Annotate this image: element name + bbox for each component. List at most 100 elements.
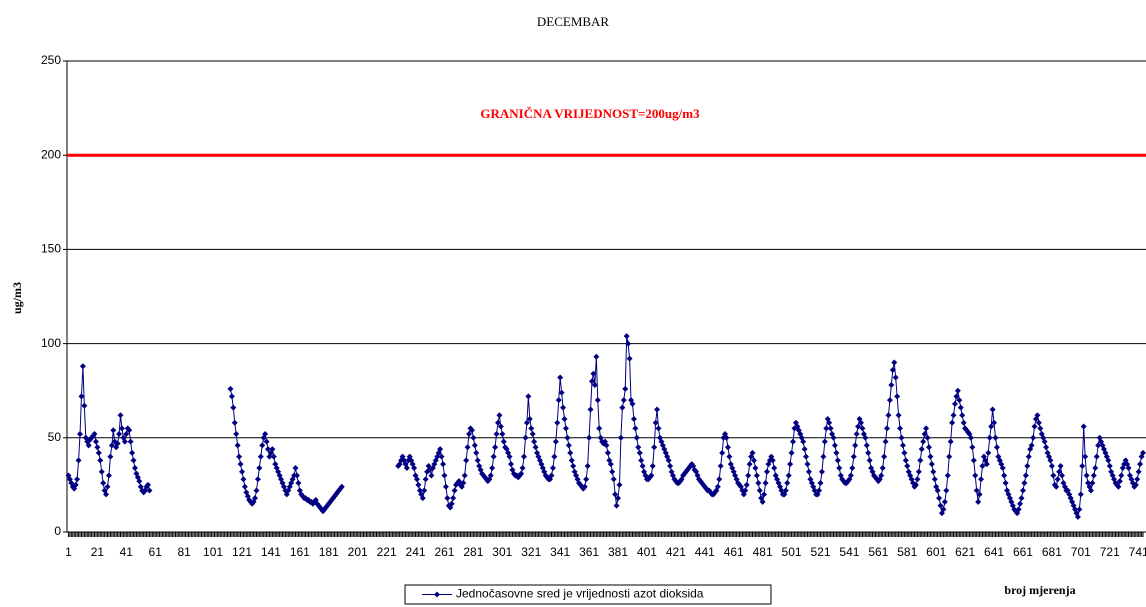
marker — [1137, 461, 1144, 468]
marker — [506, 453, 513, 460]
marker — [761, 491, 768, 498]
marker — [716, 476, 723, 483]
marker — [256, 464, 263, 471]
marker — [750, 457, 757, 464]
marker — [969, 444, 976, 451]
marker — [231, 419, 238, 426]
marker — [636, 449, 643, 456]
marker — [612, 491, 619, 498]
marker — [77, 431, 84, 438]
marker — [954, 387, 961, 394]
y-tick-label: 150 — [41, 242, 61, 256]
marker — [593, 353, 600, 360]
x-tick-label: 701 — [1071, 545, 1091, 559]
marker — [951, 400, 958, 407]
marker — [879, 464, 886, 471]
marker — [940, 506, 947, 513]
legend-box — [404, 584, 772, 605]
marker — [521, 453, 528, 460]
marker — [782, 487, 789, 494]
marker — [1002, 480, 1009, 487]
marker — [949, 419, 956, 426]
marker — [769, 457, 776, 464]
marker — [528, 425, 535, 432]
marker — [803, 453, 810, 460]
x-tick-label: 361 — [579, 545, 599, 559]
marker — [507, 461, 514, 468]
marker — [1077, 491, 1084, 498]
marker — [74, 476, 81, 483]
marker — [920, 438, 927, 445]
marker — [1028, 442, 1035, 449]
marker — [1025, 453, 1032, 460]
marker — [523, 419, 530, 426]
marker — [973, 487, 980, 494]
marker — [1118, 472, 1125, 479]
marker — [596, 425, 603, 432]
marker — [444, 495, 451, 502]
marker — [1072, 506, 1079, 513]
marker — [552, 438, 559, 445]
marker — [497, 423, 504, 430]
x-tick-label: 461 — [724, 545, 744, 559]
marker — [428, 472, 435, 479]
marker — [921, 431, 928, 438]
marker — [619, 404, 626, 411]
marker — [931, 476, 938, 483]
marker — [885, 412, 892, 419]
marker — [270, 453, 277, 460]
marker — [607, 461, 614, 468]
marker — [1053, 483, 1060, 490]
marker — [584, 463, 591, 470]
marker — [992, 434, 999, 441]
marker — [801, 446, 808, 453]
marker — [103, 491, 110, 498]
marker — [785, 472, 792, 479]
marker — [771, 464, 778, 471]
x-tick-label: 721 — [1100, 545, 1120, 559]
marker — [891, 359, 898, 366]
marker — [898, 434, 905, 441]
marker — [561, 415, 568, 422]
x-tick-label: 61 — [149, 545, 163, 559]
marker — [565, 442, 572, 449]
marker — [717, 463, 724, 470]
marker — [253, 487, 260, 494]
x-tick-label: 341 — [550, 545, 570, 559]
x-tick-label: 261 — [434, 545, 454, 559]
marker — [649, 463, 656, 470]
x-tick-label: 161 — [290, 545, 310, 559]
x-tick-label: 601 — [926, 545, 946, 559]
threshold-label: GRANIČNA VRIJEDNOST=200ug/m3 — [480, 106, 700, 121]
marker — [804, 461, 811, 468]
marker — [144, 481, 151, 488]
marker — [105, 472, 112, 479]
marker — [790, 438, 797, 445]
chart-title: DECEMBAR — [537, 14, 610, 29]
marker — [985, 449, 992, 456]
marker — [784, 480, 791, 487]
marker — [525, 393, 532, 400]
marker — [999, 464, 1006, 471]
marker — [100, 480, 107, 487]
marker — [230, 404, 237, 411]
marker — [448, 500, 455, 507]
marker — [941, 498, 948, 505]
x-tick-label: 621 — [955, 545, 975, 559]
y-tick-label: 200 — [41, 147, 61, 161]
marker — [1019, 487, 1026, 494]
marker — [403, 464, 410, 471]
marker — [85, 442, 92, 449]
marker — [816, 487, 823, 494]
marker — [117, 412, 124, 419]
marker — [724, 444, 731, 451]
marker — [726, 453, 733, 460]
marker — [1125, 464, 1132, 471]
marker — [923, 425, 930, 432]
marker — [978, 476, 985, 483]
marker — [888, 382, 895, 389]
marker — [265, 446, 272, 453]
marker — [763, 468, 770, 475]
marker — [500, 438, 507, 445]
marker — [1134, 476, 1141, 483]
